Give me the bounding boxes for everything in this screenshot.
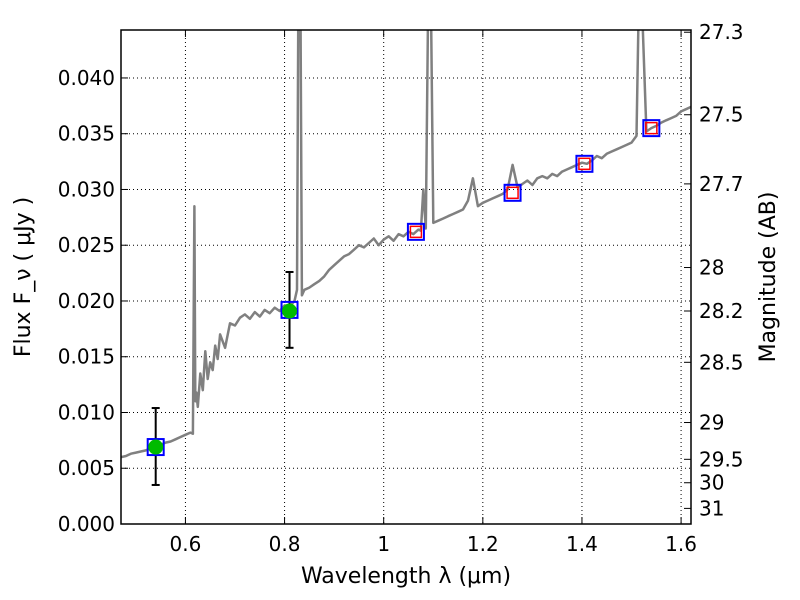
x-tick-label: 1.2	[467, 532, 499, 556]
y-axis-title: Flux F_ν ( μJy )	[11, 197, 36, 357]
y2-tick-label: 27.7	[699, 172, 744, 196]
tick-label-layer: 0.6 0.8 1 1.2 1.4 1.6 0.000 0.005 0.010 0.015 0.02…	[58, 20, 744, 556]
y-tick-label: 0.040	[58, 66, 115, 90]
x-tick-label: 1.4	[566, 532, 598, 556]
x-tick-label: 0.6	[170, 532, 202, 556]
x-tick-label: 0.8	[269, 532, 301, 556]
y-tick-label: 0.005	[58, 456, 115, 480]
y2-tick-label: 27.5	[699, 103, 744, 127]
photometry-box	[406, 222, 425, 241]
detection-point	[148, 439, 164, 455]
y2-axis-title: Magnitude (AB)	[756, 192, 781, 363]
photometry-layer	[146, 119, 661, 486]
y-tick-label: 0.015	[58, 345, 115, 369]
photometry-box	[146, 438, 165, 457]
y-tick-label: 0.030	[58, 177, 115, 201]
plot-area	[121, 30, 691, 524]
y2-tick-label: 28.2	[699, 299, 744, 323]
y2-tick-label: 28.5	[699, 350, 744, 374]
y-tick-label: 0.010	[58, 400, 115, 424]
photometry-box	[642, 119, 661, 138]
y-tick-label: 0.025	[58, 233, 115, 257]
photometry-box	[503, 183, 522, 202]
tick-layer	[121, 30, 691, 525]
y2-tick-label: 31	[699, 496, 724, 520]
y2-tick-label: 28	[699, 256, 724, 280]
x-tick-label: 1	[377, 532, 390, 556]
y2-tick-label: 27.3	[699, 20, 744, 44]
x-tick-label: 1.6	[665, 532, 697, 556]
model-box	[578, 157, 591, 171]
model-box	[409, 225, 423, 239]
x-axis-title: Wavelength λ (μm)	[301, 564, 511, 589]
y2-tick-label: 30	[699, 471, 724, 495]
y2-tick-label: 29.5	[699, 447, 744, 471]
detection-point	[282, 303, 298, 319]
y-tick-label: 0.035	[58, 122, 115, 146]
y2-tick-label: 29	[699, 411, 724, 435]
y-tick-label: 0.020	[58, 289, 115, 313]
plot-frame	[120, 29, 692, 525]
model-box	[645, 121, 658, 135]
model-box	[506, 186, 519, 200]
y-tick-label: 0.000	[58, 512, 115, 536]
photometry-box	[575, 154, 594, 173]
